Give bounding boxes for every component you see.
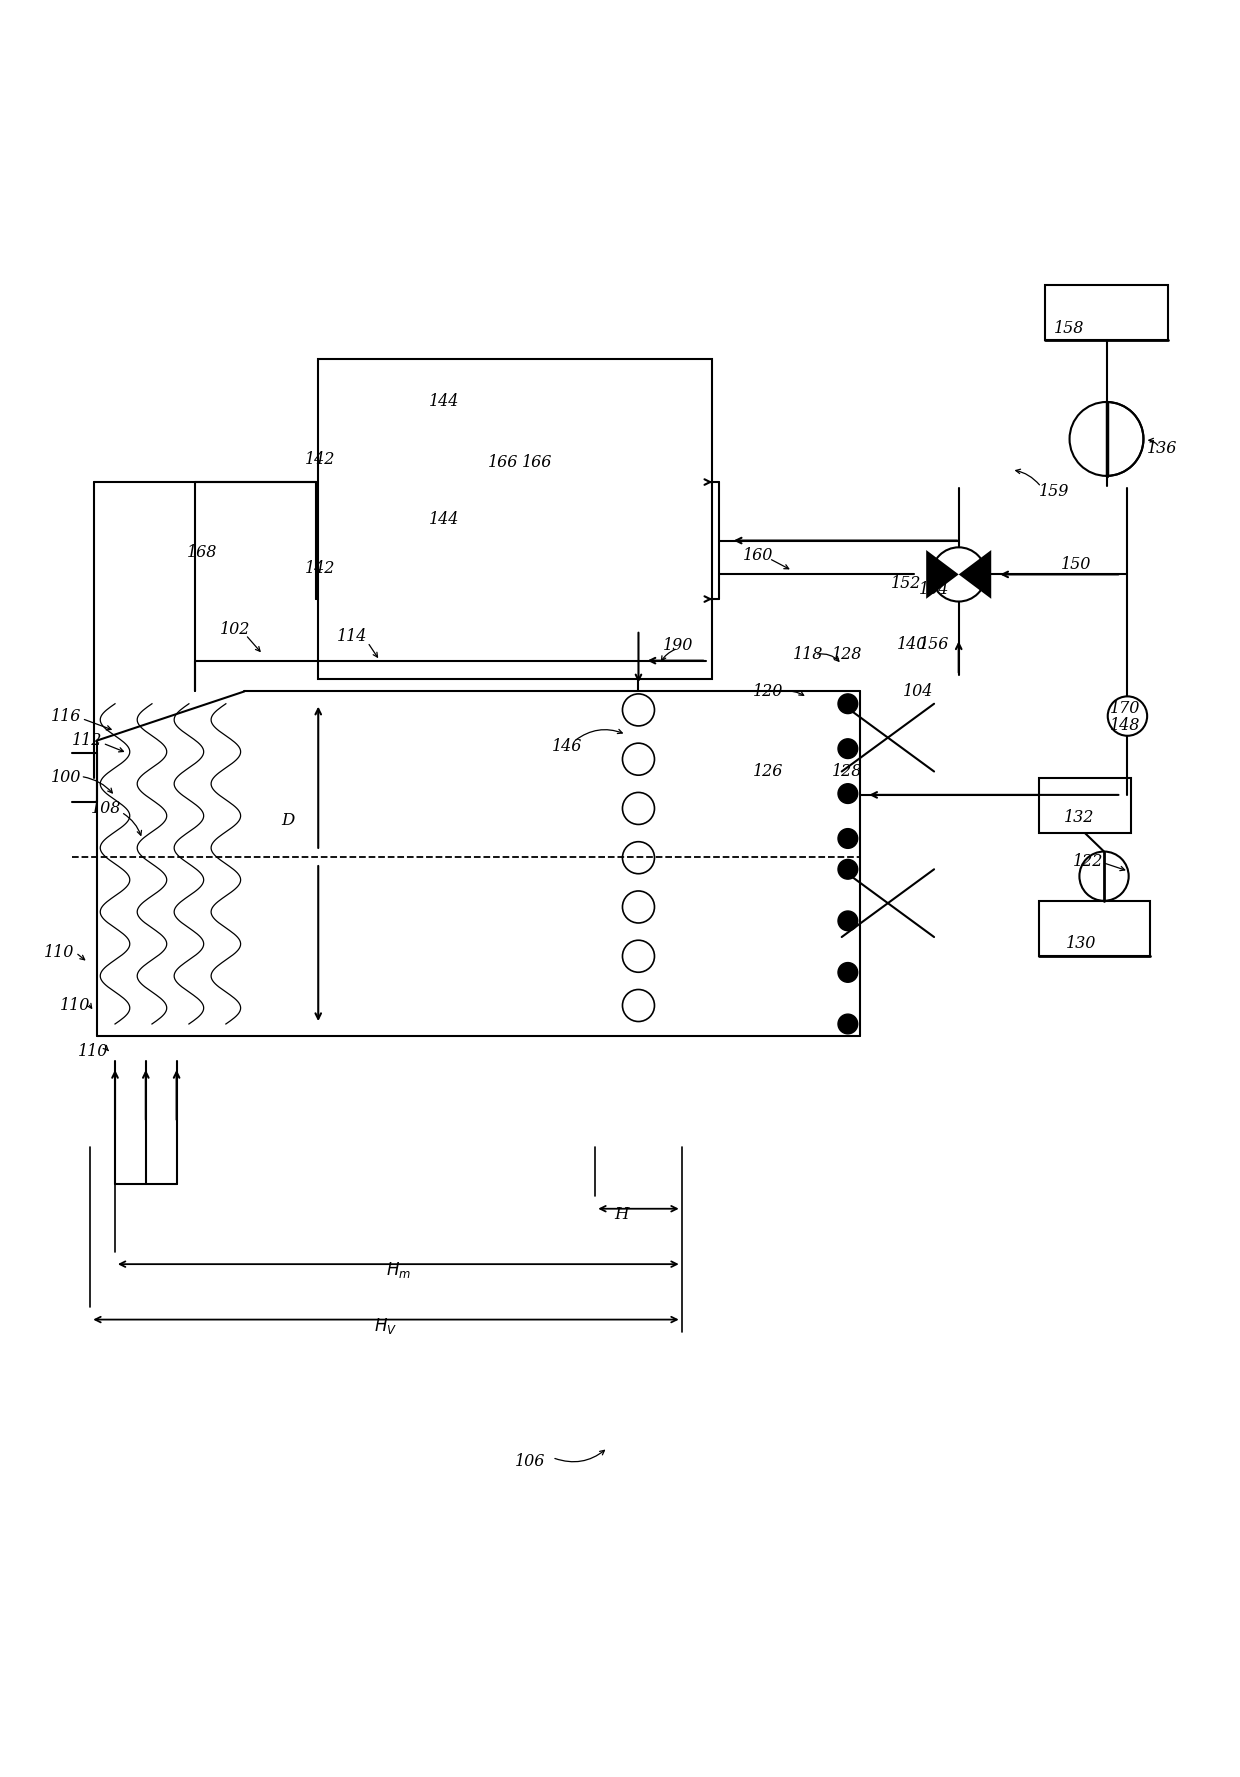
Circle shape: [838, 912, 858, 931]
Circle shape: [838, 828, 858, 848]
Text: $H_m$: $H_m$: [386, 1260, 410, 1279]
Text: 116: 116: [51, 707, 82, 725]
Text: 136: 136: [1147, 441, 1178, 457]
Bar: [319, 359, 712, 679]
Text: 126: 126: [753, 762, 784, 780]
Bar: [343, 558, 688, 586]
Bar: [343, 494, 688, 524]
Text: 144: 144: [429, 510, 460, 528]
Bar: [322, 469, 337, 494]
Circle shape: [838, 860, 858, 880]
Text: 154: 154: [919, 581, 950, 597]
Polygon shape: [959, 551, 991, 599]
Text: D: D: [281, 812, 295, 828]
Text: 158: 158: [1054, 320, 1084, 336]
Text: 142: 142: [305, 451, 335, 469]
Text: H: H: [614, 1207, 629, 1223]
Circle shape: [838, 784, 858, 803]
Text: 170: 170: [1110, 700, 1141, 718]
Text: 100: 100: [51, 769, 82, 785]
Text: 110: 110: [60, 997, 91, 1015]
Text: 108: 108: [91, 800, 120, 817]
Text: 146: 146: [552, 739, 583, 755]
Text: 190: 190: [663, 638, 693, 654]
Bar: [694, 469, 709, 494]
Bar: [1039, 901, 1149, 956]
Text: 148: 148: [1110, 718, 1141, 734]
Text: 128: 128: [832, 762, 862, 780]
Text: 166: 166: [522, 453, 552, 471]
Text: 128: 128: [832, 647, 862, 663]
Bar: [343, 441, 688, 471]
Bar: [1045, 284, 1168, 341]
Text: 130: 130: [1066, 935, 1096, 952]
Circle shape: [838, 963, 858, 983]
Text: 152: 152: [892, 574, 921, 592]
Text: 166: 166: [489, 453, 518, 471]
Text: 102: 102: [219, 622, 250, 638]
Bar: [322, 586, 337, 611]
Text: 150: 150: [1061, 556, 1091, 572]
Bar: [337, 434, 694, 531]
Circle shape: [838, 693, 858, 714]
Text: 160: 160: [743, 547, 774, 565]
Text: 168: 168: [186, 544, 217, 562]
Text: 159: 159: [1039, 483, 1069, 501]
Text: 114: 114: [337, 627, 367, 645]
Text: 120: 120: [753, 682, 784, 700]
Text: 132: 132: [1064, 809, 1094, 826]
Bar: [694, 586, 709, 611]
Text: 110: 110: [43, 944, 74, 961]
Bar: [337, 549, 694, 649]
Text: 144: 144: [429, 393, 460, 410]
Text: 122: 122: [1074, 853, 1104, 871]
Text: $H_V$: $H_V$: [374, 1315, 398, 1336]
Text: 118: 118: [792, 647, 823, 663]
Circle shape: [838, 739, 858, 759]
Text: 110: 110: [78, 1043, 108, 1059]
Text: 106: 106: [516, 1454, 546, 1470]
Circle shape: [838, 1015, 858, 1034]
Text: 156: 156: [919, 636, 950, 654]
Text: 112: 112: [72, 732, 102, 750]
Polygon shape: [926, 551, 959, 599]
Text: 140: 140: [897, 636, 928, 654]
Text: 142: 142: [305, 560, 335, 578]
Text: 104: 104: [903, 682, 934, 700]
Bar: [1039, 778, 1131, 833]
Bar: [343, 611, 688, 640]
